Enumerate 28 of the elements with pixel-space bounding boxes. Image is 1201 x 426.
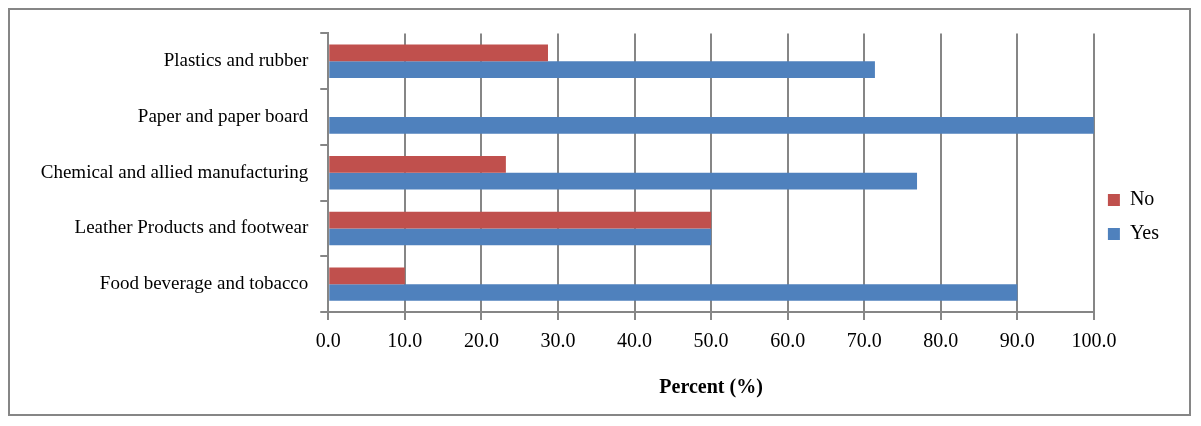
x-tick-label: 60.0 bbox=[770, 329, 806, 352]
y-tick-label: Plastics and rubber bbox=[163, 49, 309, 71]
x-tick-label: 0.0 bbox=[315, 329, 341, 352]
x-tick-label: 50.0 bbox=[693, 329, 729, 352]
bar bbox=[329, 267, 405, 285]
bar bbox=[329, 116, 1094, 134]
y-tick-label: Chemical and allied manufacturing bbox=[40, 160, 309, 182]
x-tick-label: 10.0 bbox=[387, 329, 423, 352]
bar bbox=[329, 228, 712, 246]
x-axis-title: Percent (%) bbox=[659, 375, 763, 399]
x-tick-label: 20.0 bbox=[463, 329, 499, 352]
x-tick-label: 30.0 bbox=[540, 329, 576, 352]
bar bbox=[329, 284, 1018, 301]
x-tick-label: 40.0 bbox=[617, 329, 653, 352]
y-tick-label: Leather Products and footwear bbox=[74, 216, 309, 238]
x-tick-label: 70.0 bbox=[846, 329, 882, 352]
bar bbox=[329, 211, 712, 229]
legend-label: No bbox=[1129, 187, 1155, 210]
x-tick-label: 80.0 bbox=[923, 329, 959, 352]
x-tick-label: 100.0 bbox=[1071, 329, 1117, 352]
y-tick-label: Paper and paper board bbox=[137, 104, 309, 126]
y-tick-label: Food beverage and tobacco bbox=[99, 272, 309, 294]
x-tick-label: 90.0 bbox=[999, 329, 1035, 352]
bar bbox=[329, 172, 918, 190]
bar bbox=[329, 44, 548, 62]
bar bbox=[329, 61, 875, 78]
legend-label: Yes bbox=[1129, 221, 1160, 244]
bar bbox=[329, 155, 506, 173]
